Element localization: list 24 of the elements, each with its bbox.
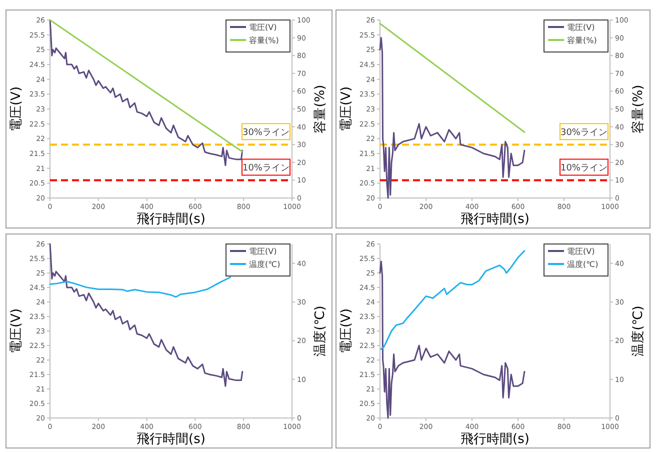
ref-line-label: 10%ライン: [560, 164, 608, 174]
legend-label: 温度(℃): [249, 260, 280, 269]
y-axis-title: 電圧(V): [339, 86, 354, 132]
y-axis-title: 電圧(V): [9, 86, 24, 132]
legend-label: 電圧(V): [567, 247, 595, 256]
y-axis-title: 電圧(V): [9, 308, 24, 354]
x-axis-title: 飛行時間(s): [460, 432, 530, 447]
legend-label: 電圧(V): [567, 23, 595, 32]
ref-line-label: 30%ライン: [560, 128, 608, 138]
legend-label: 電圧(V): [249, 23, 277, 32]
y2-axis-title: 温度(℃): [630, 306, 646, 356]
x-axis-title: 飛行時間(s): [460, 212, 530, 227]
legend-label: 電圧(V): [249, 247, 277, 256]
legend-label: 容量(%): [567, 36, 597, 45]
legend-label: 温度(℃): [567, 260, 598, 269]
y2-axis-title: 容量(%): [630, 84, 646, 134]
y-axis-title: 電圧(V): [339, 308, 354, 354]
x-axis-title: 飛行時間(s): [136, 432, 206, 447]
x-axis-title: 飛行時間(s): [136, 212, 206, 227]
y2-axis-title: 容量(%): [312, 84, 328, 134]
ref-line-label: 30%ライン: [242, 128, 290, 138]
ref-line-label: 10%ライン: [242, 164, 290, 174]
legend-label: 容量(%): [249, 36, 279, 45]
y2-axis-title: 温度(℃): [312, 306, 328, 356]
